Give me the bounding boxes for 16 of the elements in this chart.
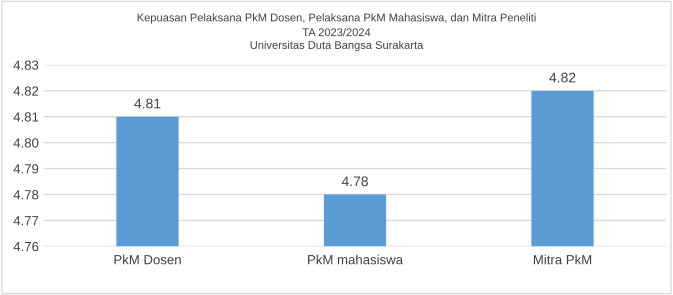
y-tick-label: 4.82 (14, 86, 38, 96)
y-tick-label: 4.79 (14, 164, 38, 174)
x-tick-label: PkM mahasiswa (308, 254, 404, 264)
chart-title: Kepuasan Pelaksana PkM Dosen, Pelaksana PkM Mahasiswa, dan Mitra Peneliti (138, 13, 536, 24)
y-tick-label: 4.80 (14, 138, 38, 148)
data-label: 4.82 (549, 72, 576, 83)
x-tick-label: PkM Dosen (114, 254, 181, 264)
y-tick-label: 4.76 (14, 242, 38, 252)
x-tick-label: Mitra PkM (534, 254, 592, 264)
data-label: 4.78 (342, 176, 368, 186)
y-tick-label: 4.77 (14, 216, 38, 226)
chart-subtitle: TA 2023/2024 Universitas Duta Bangsa Surakarta (250, 28, 424, 52)
data-label: 4.81 (134, 98, 160, 108)
y-tick-label: 4.81 (14, 112, 38, 122)
y-tick-label: 4.78 (14, 190, 38, 200)
y-tick-label: 4.83 (14, 60, 38, 70)
